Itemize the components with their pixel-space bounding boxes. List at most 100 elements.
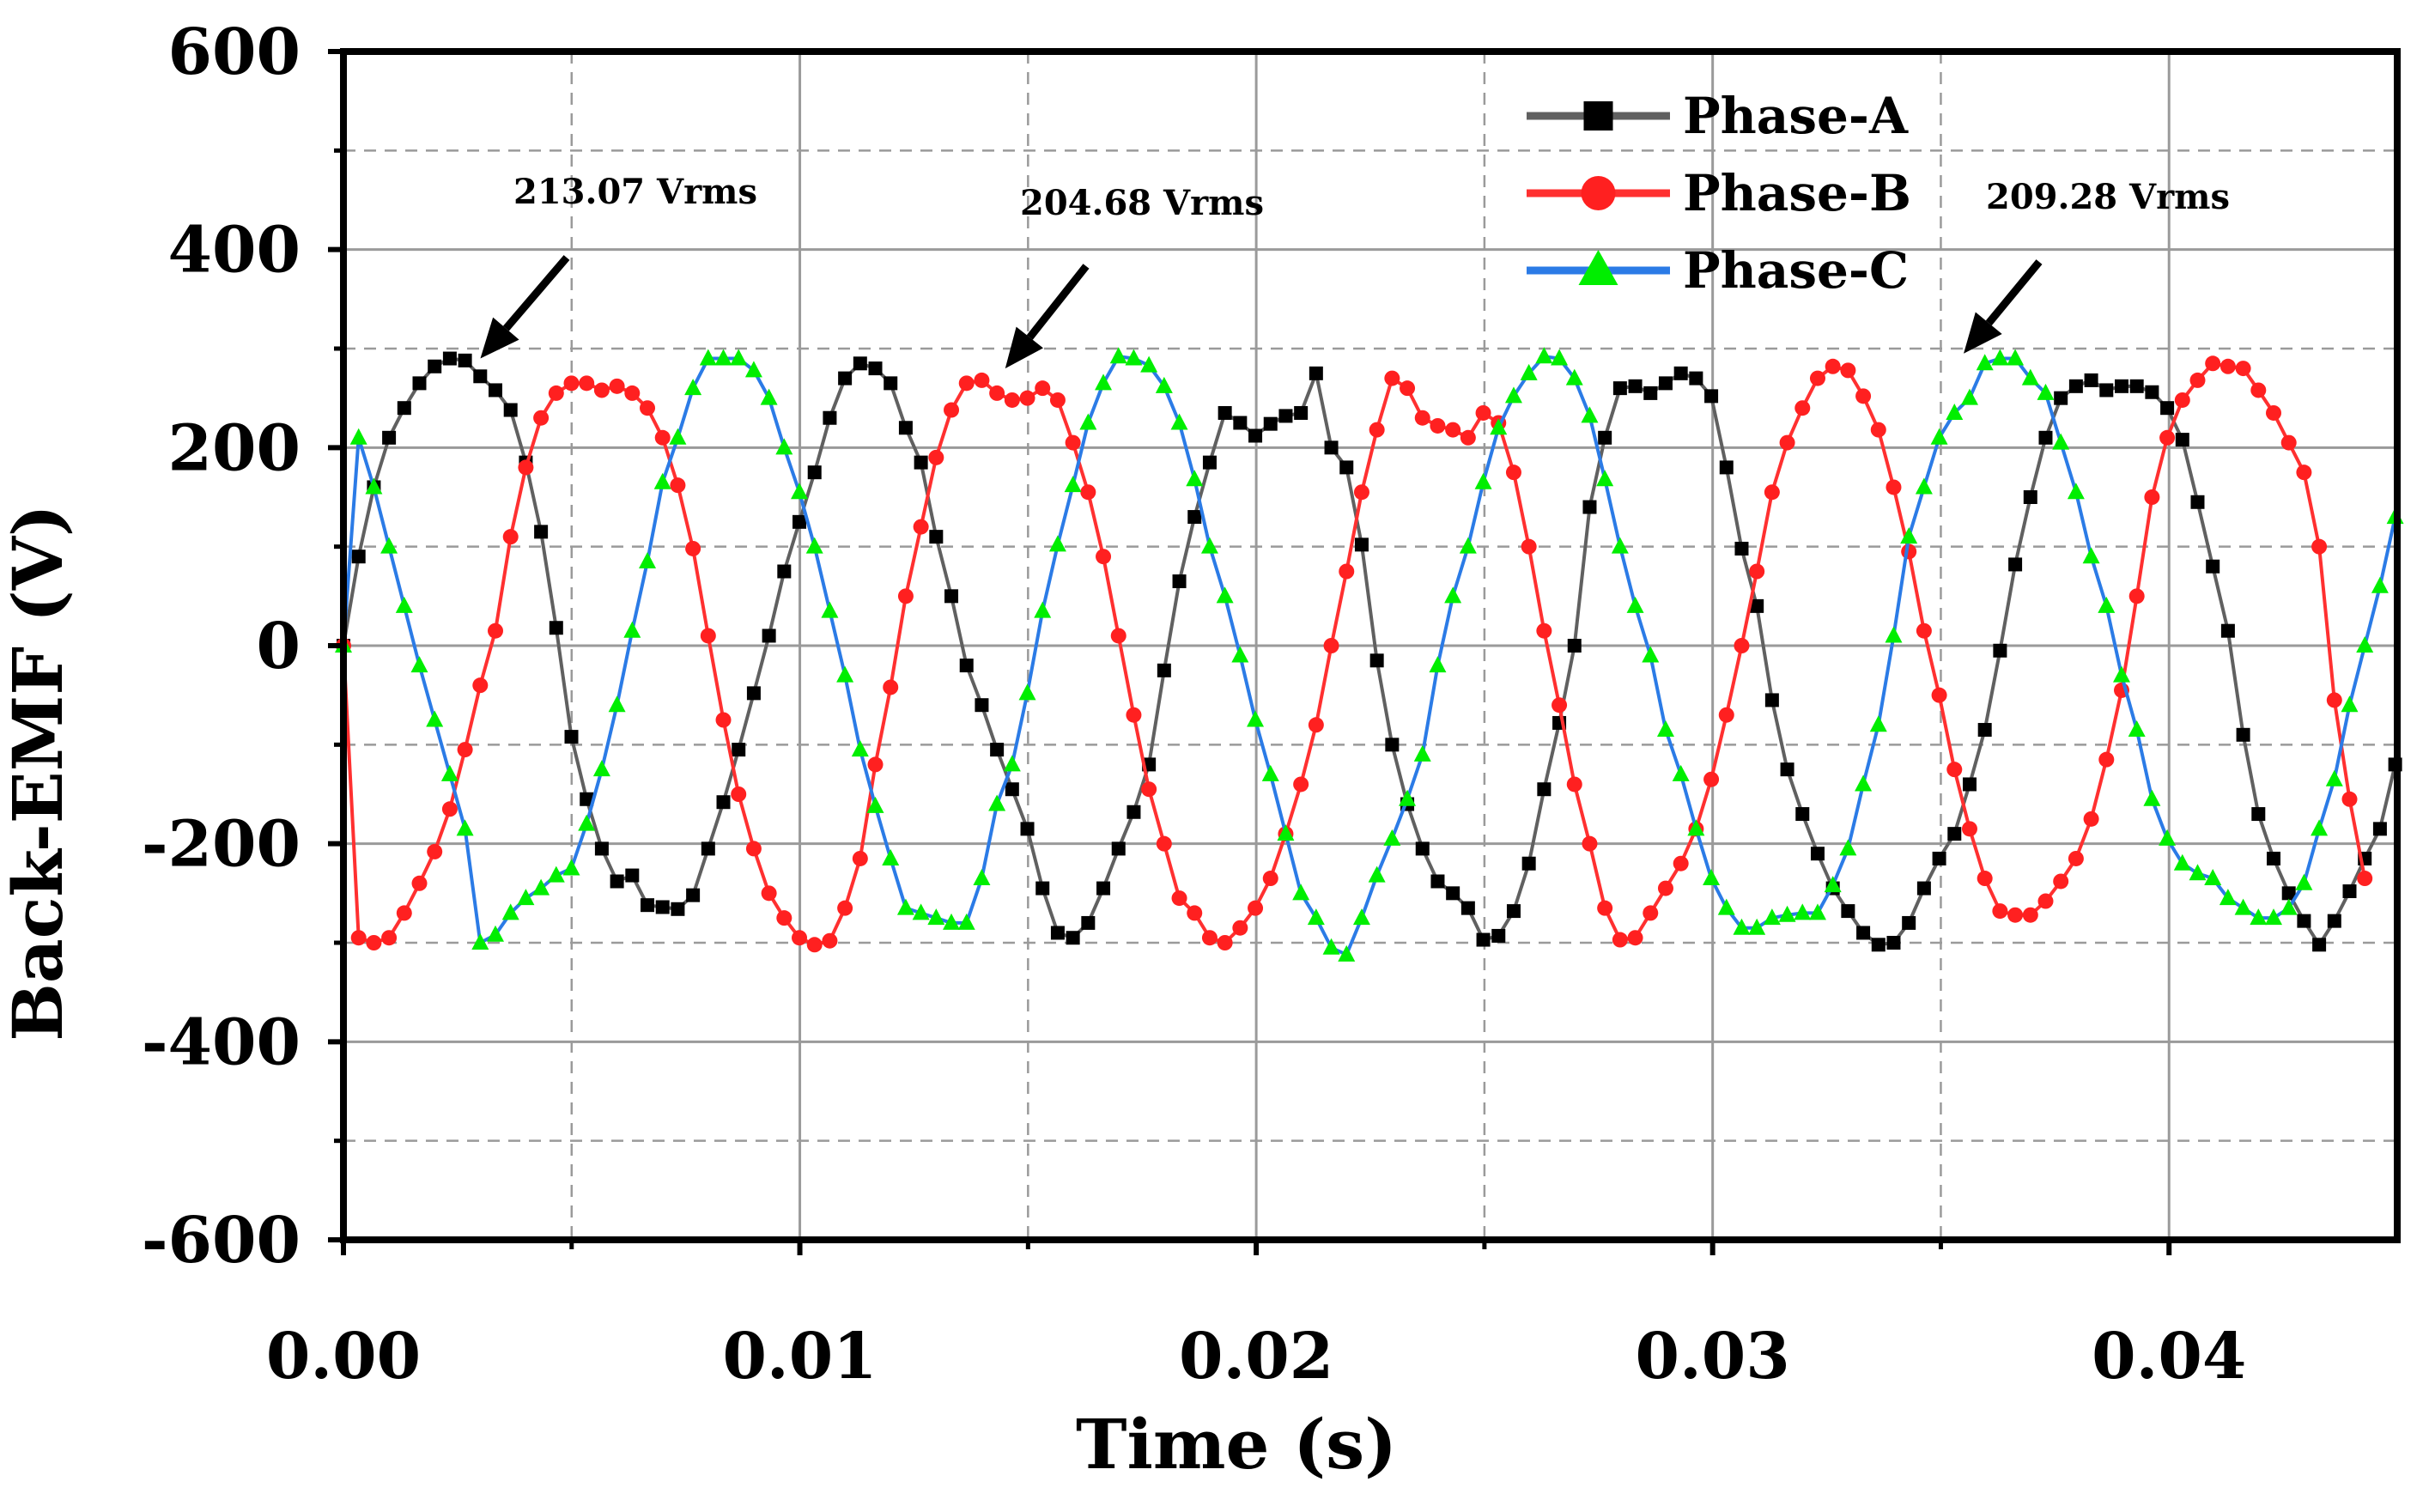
data-point [866,796,884,813]
data-point [1886,936,1901,950]
data-point [2129,379,2144,393]
data-point [1490,418,1508,435]
data-point [2280,898,2298,915]
data-point [580,792,594,806]
data-point [1902,915,1916,930]
data-point [1642,646,1660,663]
data-point [1869,715,1887,732]
data-point [382,430,397,445]
data-point [1977,723,1992,738]
data-point [2190,495,2205,509]
data-point [655,900,670,914]
data-point [1368,865,1386,883]
data-point [670,477,686,494]
data-point [671,902,685,916]
data-point [1400,380,1416,397]
data-point [351,550,366,564]
x-tick-label: 0.01 [722,1320,877,1394]
data-point [2053,873,2069,890]
data-point [944,402,960,418]
data-point [2341,695,2359,713]
data-point [837,900,853,916]
data-point [1248,428,1263,443]
data-point [1778,905,1796,922]
data-point [868,361,883,376]
data-point [2084,373,2098,387]
data-point [1643,386,1658,400]
data-point [533,410,550,426]
data-point [1734,638,1750,653]
data-point [700,628,716,644]
data-point [2341,791,2358,807]
data-point [2112,665,2130,683]
data-point [775,438,793,455]
data-point [898,421,913,435]
data-point [532,878,550,896]
data-point [851,740,869,757]
data-point [1976,354,1994,371]
data-point [684,379,702,396]
data-point [852,850,868,866]
data-point [428,359,442,373]
data-point [2159,829,2177,846]
data-point [2068,850,2084,866]
data-point [1126,805,1141,819]
data-point [2099,383,2114,398]
data-point [745,841,762,857]
data-point [1703,771,1720,787]
data-point [1521,538,1537,555]
data-point [2295,873,2313,890]
data-point [1535,347,1553,364]
data-point [1824,876,1842,893]
data-point [1354,537,1369,552]
data-point [1780,762,1794,777]
data-point [715,712,732,728]
data-point [1886,479,1902,495]
data-point [517,889,535,906]
data-point [1430,874,1445,889]
data-point [397,401,411,416]
data-point [1385,738,1400,752]
data-point [2023,490,2037,504]
data-point [2235,361,2251,377]
data-point [1095,373,1113,391]
data-point [882,848,900,865]
data-point [592,760,610,777]
data-point [1322,938,1340,955]
data-point [564,730,579,744]
data-point [1504,386,1522,404]
data-point [1520,363,1538,380]
data-point [2068,379,2083,393]
data-point [1628,379,1643,393]
legend-label: Phase-B [1683,164,1911,222]
data-point [2204,869,2222,886]
data-point [762,628,776,643]
data-point [1475,404,1491,421]
data-point [487,925,505,942]
data-point [456,819,474,836]
data-point [1825,358,1841,374]
data-point [1962,777,1977,792]
data-point [1369,422,1385,438]
data-point [1794,400,1811,416]
annotation: 209.28 Vrms [1964,177,2230,354]
data-point [1537,782,1552,797]
data-point [1064,476,1082,493]
data-point [1689,371,1703,386]
data-point [732,743,746,757]
data-point [1581,406,1599,423]
data-point [927,908,945,926]
data-point [1413,744,1431,762]
data-point [2098,751,2115,768]
data-point [1186,470,1204,487]
data-point [1096,881,1111,896]
data-point [2098,596,2116,613]
data-point [2083,811,2099,827]
data-point [853,356,867,371]
data-point [608,695,626,713]
data-point [548,385,564,401]
data-point [1627,930,1643,946]
data-point [838,371,853,386]
data-point [641,898,655,913]
